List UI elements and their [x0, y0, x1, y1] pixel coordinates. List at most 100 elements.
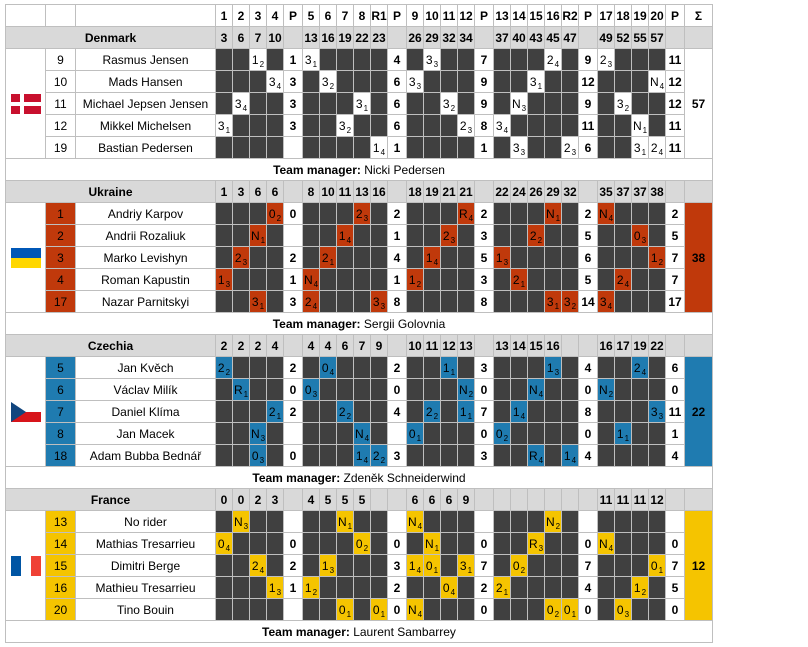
points-header: P — [283, 4, 303, 27]
team-manager-row: Team manager: Zdeněk Schneiderwind — [5, 466, 713, 489]
gate-total: 16 — [370, 180, 388, 203]
rider-name: Rasmus Jensen — [75, 48, 216, 71]
heat-result: N|4N4 — [302, 268, 320, 291]
points-subtotal: 0 — [283, 532, 303, 555]
heat-result: R|1R1 — [232, 378, 250, 401]
empty-heat-cell — [493, 224, 511, 247]
points-subtotal: 4 — [387, 48, 407, 71]
rider-name: Andrii Rozaliuk — [75, 224, 216, 247]
ua-flag-icon — [10, 247, 41, 268]
empty-heat-cell — [527, 136, 545, 159]
empty-heat-cell — [249, 532, 267, 555]
empty-heat-cell — [544, 444, 562, 467]
points-subtotal: 3 — [283, 92, 303, 115]
blank-header — [75, 4, 216, 27]
empty-heat-cell — [614, 48, 632, 71]
points-subtotal: 3 — [387, 444, 407, 467]
empty-heat-cell — [440, 48, 458, 71]
rider-name: Marko Levishyn — [75, 246, 216, 269]
empty-heat-cell — [631, 202, 649, 225]
empty-heat-cell — [440, 554, 458, 577]
empty-heat-cell — [561, 48, 579, 71]
empty-heat-cell — [544, 268, 562, 291]
empty-heat-cell — [510, 576, 528, 599]
empty-heat-cell — [510, 70, 528, 93]
empty-heat-cell — [510, 356, 528, 379]
heat-result: 2|222 — [527, 224, 545, 247]
gate-total — [474, 180, 494, 203]
gate-total: 8 — [302, 180, 320, 203]
points-subtotal: 2 — [474, 202, 494, 225]
empty-heat-cell — [493, 356, 511, 379]
empty-heat-cell — [561, 114, 579, 137]
empty-heat-cell — [406, 48, 424, 71]
heat-result: 2|121 — [266, 400, 284, 423]
empty-heat-cell — [631, 48, 649, 71]
empty-heat-cell — [440, 400, 458, 423]
points-subtotal: 1 — [387, 268, 407, 291]
empty-heat-cell — [302, 400, 320, 423]
points-subtotal: 7 — [474, 554, 494, 577]
gate-total: 21 — [457, 180, 475, 203]
empty-heat-cell — [370, 48, 388, 71]
empty-heat-cell — [266, 598, 284, 621]
points-subtotal — [665, 510, 685, 533]
empty-heat-cell — [493, 202, 511, 225]
empty-heat-cell — [266, 510, 284, 533]
rider-name: Václav Milík — [75, 378, 216, 401]
gate-total: 24 — [510, 180, 528, 203]
empty-heat-cell — [631, 92, 649, 115]
team-manager-row: Team manager: Nicki Pedersen — [5, 158, 713, 181]
heat-header: 9 — [406, 4, 424, 27]
heat-result: 3|434 — [493, 114, 511, 137]
empty-heat-cell — [631, 378, 649, 401]
gate-total — [527, 488, 545, 511]
team-manager-label: Team manager: — [272, 316, 361, 331]
empty-heat-cell — [561, 532, 579, 555]
empty-heat-cell — [406, 444, 424, 467]
heat-result: 0|303 — [249, 444, 267, 467]
empty-heat-cell — [232, 422, 250, 445]
points-subtotal — [283, 224, 303, 247]
empty-heat-cell — [561, 246, 579, 269]
empty-heat-cell — [527, 400, 545, 423]
rider-name: Mathieu Tresarrieu — [75, 576, 216, 599]
heat-result: 0|101 — [423, 554, 441, 577]
empty-heat-cell — [597, 92, 615, 115]
empty-heat-cell — [423, 576, 441, 599]
empty-heat-cell — [249, 576, 267, 599]
empty-heat-cell — [544, 224, 562, 247]
empty-heat-cell — [215, 400, 233, 423]
empty-heat-cell — [370, 92, 388, 115]
empty-heat-cell — [423, 114, 441, 137]
empty-heat-cell — [215, 422, 233, 445]
empty-heat-cell — [370, 224, 388, 247]
team-total: 38 — [684, 202, 713, 313]
empty-heat-cell — [440, 532, 458, 555]
heat-result: 1|111 — [457, 400, 475, 423]
empty-heat-cell — [527, 510, 545, 533]
heat-result: N|4N4 — [406, 510, 424, 533]
points-subtotal: 1 — [387, 224, 407, 247]
gate-total — [578, 488, 598, 511]
heat-header-row: 1 2 3 4 P 5 6 7 8 R1 P 9 10 11 12 P 13 14 15 16 R2 P 17 18 19 20 P… — [5, 4, 713, 27]
rider-name: Mathias Tresarrieu — [75, 532, 216, 555]
empty-heat-cell — [561, 224, 579, 247]
empty-heat-cell — [493, 290, 511, 313]
team-flag — [5, 510, 46, 621]
empty-heat-cell — [614, 114, 632, 137]
gate-total: 40 — [510, 26, 528, 49]
heat-result: R|4R4 — [527, 444, 545, 467]
empty-heat-cell — [249, 378, 267, 401]
team-manager: Team manager: Sergii Golovnia — [5, 312, 713, 335]
empty-heat-cell — [457, 532, 475, 555]
points-subtotal: 6 — [387, 114, 407, 137]
heat-result: 0|303 — [614, 598, 632, 621]
